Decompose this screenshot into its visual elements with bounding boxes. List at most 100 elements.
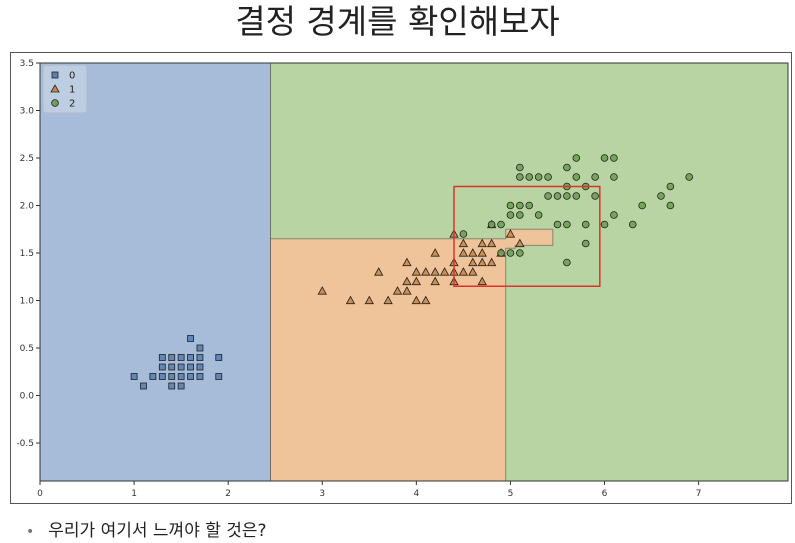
- point-class-1: [421, 295, 431, 305]
- point-class-0: [187, 354, 194, 361]
- x-tick-label: 7: [696, 489, 702, 499]
- x-tick-label: 2: [225, 489, 231, 499]
- point-class-2: [516, 249, 524, 257]
- y-tick-label: -0.5: [16, 439, 34, 449]
- point-class-2: [581, 220, 590, 229]
- point-class-0: [187, 363, 194, 371]
- point-class-2: [516, 173, 524, 181]
- legend-label-2: 2: [69, 99, 75, 110]
- point-class-1: [458, 267, 469, 276]
- point-class-1: [392, 286, 403, 295]
- point-class-2: [572, 154, 581, 162]
- point-class-2: [572, 173, 581, 181]
- bullet-marker: •: [26, 524, 35, 540]
- point-class-2: [591, 192, 599, 200]
- point-class-2: [610, 211, 618, 219]
- x-tick-label: 1: [131, 489, 137, 499]
- point-class-2: [516, 201, 524, 210]
- point-class-2: [525, 201, 534, 210]
- point-class-1: [458, 238, 469, 248]
- point-class-2: [666, 182, 675, 191]
- legend-label-1: 1: [69, 85, 75, 96]
- point-class-1: [477, 248, 487, 257]
- point-class-0: [158, 354, 166, 361]
- point-class-2: [657, 192, 665, 200]
- point-class-0: [187, 335, 194, 342]
- point-class-1: [317, 286, 327, 295]
- point-class-2: [572, 192, 581, 200]
- point-class-2: [638, 201, 646, 210]
- point-class-2: [563, 192, 571, 200]
- legend-marker-0: [51, 71, 59, 79]
- y-tick-label: 2.5: [20, 154, 34, 164]
- y-tick-label: 3.0: [20, 107, 35, 117]
- point-class-1: [430, 248, 440, 257]
- point-class-2: [553, 192, 562, 200]
- y-tick-label: 2.0: [20, 202, 35, 212]
- x-tick-label: 4: [413, 489, 419, 499]
- point-class-2: [610, 154, 618, 162]
- point-class-2: [516, 211, 524, 219]
- legend-box: [43, 65, 87, 113]
- point-class-1: [402, 276, 412, 286]
- point-class-0: [196, 344, 204, 352]
- point-class-2: [685, 173, 694, 181]
- point-class-2: [534, 173, 543, 181]
- point-class-0: [168, 373, 176, 380]
- point-class-1: [505, 229, 516, 238]
- point-class-2: [600, 154, 609, 162]
- point-class-1: [402, 286, 412, 295]
- point-class-1: [468, 248, 478, 257]
- point-class-2: [506, 249, 515, 257]
- point-class-2: [581, 239, 590, 248]
- point-class-1: [468, 267, 478, 276]
- point-class-1: [383, 295, 393, 305]
- x-tick-label: 3: [319, 489, 325, 499]
- point-class-0: [177, 373, 185, 380]
- point-class-0: [140, 382, 147, 390]
- point-class-2: [516, 163, 524, 172]
- point-class-0: [130, 373, 138, 380]
- point-class-1: [458, 248, 469, 257]
- x-tick-label: 6: [602, 489, 608, 499]
- point-class-1: [439, 267, 450, 276]
- point-class-2: [506, 201, 515, 210]
- point-class-2: [497, 249, 505, 257]
- point-class-0: [168, 363, 176, 371]
- legend-marker-1: [50, 84, 60, 93]
- point-class-2: [497, 220, 505, 229]
- point-class-1: [515, 238, 525, 248]
- bullet-text: 우리가 여기서 느껴야 할 것은?: [48, 521, 267, 541]
- point-class-1: [411, 295, 422, 305]
- point-class-1: [486, 238, 497, 248]
- point-class-0: [158, 363, 166, 371]
- point-class-1: [468, 257, 478, 267]
- y-tick-label: 1.0: [20, 297, 35, 307]
- point-class-2: [591, 173, 599, 181]
- point-class-0: [215, 373, 223, 380]
- region-class-1: [270, 228, 554, 481]
- point-class-2: [563, 163, 571, 172]
- y-tick-label: 3.5: [20, 59, 34, 69]
- highlight-box: [453, 185, 601, 287]
- point-class-2: [553, 220, 562, 229]
- chart-svg: 0 1 2 3 4 5 6 7 -0.5 0.0 0.5 1.0 1.5 2.0 2.5 3.0 3.5 0 1 2: [16, 59, 789, 499]
- legend-label-0: 0: [69, 71, 75, 82]
- region-class-0: [40, 63, 271, 481]
- point-class-0: [196, 363, 204, 371]
- point-class-1: [402, 257, 412, 267]
- point-class-0: [196, 373, 204, 380]
- point-class-2: [459, 230, 468, 238]
- point-class-1: [345, 295, 356, 305]
- point-class-1: [411, 267, 422, 276]
- point-class-2: [534, 211, 543, 219]
- point-class-1: [411, 276, 422, 286]
- point-class-2: [487, 220, 496, 229]
- legend-marker-2: [51, 99, 59, 107]
- point-class-0: [168, 354, 176, 361]
- point-class-2: [666, 201, 675, 210]
- point-class-0: [177, 382, 185, 390]
- x-tick-label: 0: [37, 489, 43, 499]
- point-class-2: [525, 173, 534, 181]
- point-class-2: [563, 258, 571, 267]
